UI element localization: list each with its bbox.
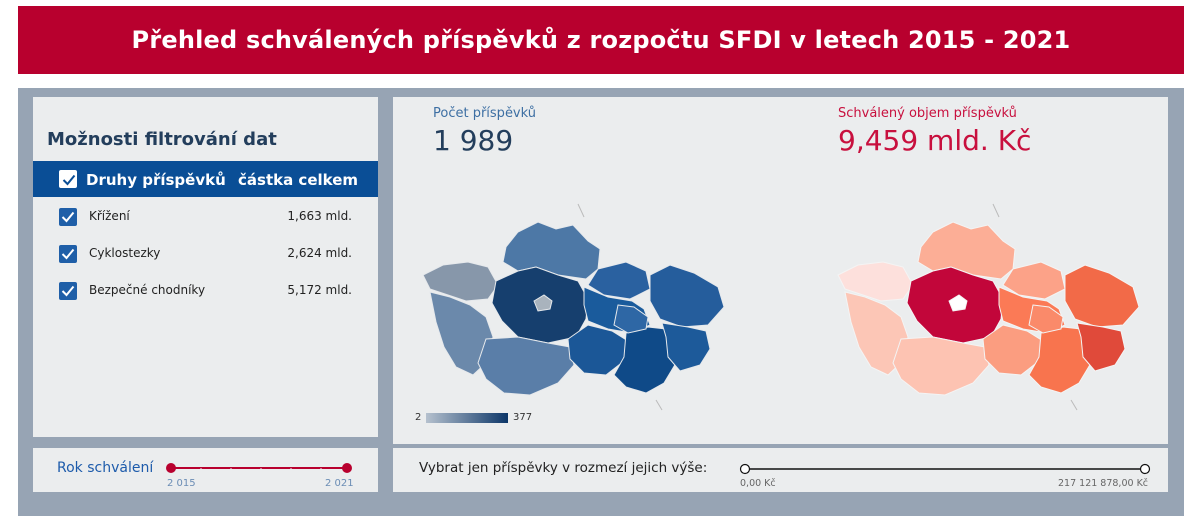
region-jihocesky[interactable] [892, 336, 990, 396]
check-icon [61, 285, 75, 297]
region-jihomoravsky[interactable] [1028, 326, 1096, 394]
cyklostezky-checkbox[interactable] [59, 245, 77, 263]
count-value: 1 989 [433, 124, 514, 157]
amount-slider-max-handle[interactable] [1139, 463, 1151, 475]
region-moravskoslezsky[interactable] [649, 264, 725, 328]
amount-slider-min-handle[interactable] [739, 463, 751, 475]
volume-map [837, 203, 1140, 411]
filter-item-label: Bezpečné chodníky [89, 283, 206, 297]
header-total-amount: částka celkem [238, 171, 359, 189]
region-olomoucky[interactable] [1028, 304, 1064, 334]
filter-item-krizeni[interactable]: Křížení 1,663 mld. [33, 205, 378, 229]
filter-item-amount: 5,172 mld. [287, 283, 352, 297]
region-zlinsky[interactable] [1076, 322, 1126, 372]
header-contribution-types: Druhy příspěvků [86, 171, 226, 189]
region-zlinsky[interactable] [661, 322, 711, 372]
legend-gradient [426, 413, 508, 423]
filter-item-amount: 2,624 mld. [287, 246, 352, 260]
amount-range-panel: Vybrat jen příspěvky v rozmezí jejich vý… [393, 448, 1168, 492]
count-map [422, 203, 725, 411]
region-praha[interactable] [533, 294, 553, 312]
year-slider-start-handle[interactable] [166, 463, 176, 473]
filter-panel: Možnosti filtrování dat Druhy příspěvků … [33, 97, 378, 437]
volume-label: Schválený objem příspěvků [838, 106, 1017, 121]
filter-item-chodniky[interactable]: Bezpečné chodníky 5,172 mld. [33, 279, 378, 303]
amount-min-label: 0,00 Kč [740, 478, 776, 489]
region-karlovarsky[interactable] [837, 261, 914, 302]
amount-range-slider[interactable] [739, 462, 1159, 476]
amount-range-label: Vybrat jen příspěvky v rozmezí jejich vý… [419, 460, 708, 476]
region-liberecky[interactable] [917, 221, 1016, 280]
region-jihocesky[interactable] [477, 336, 575, 396]
map-border-line [992, 203, 1000, 218]
volume-value: 9,459 mld. Kč [838, 124, 1032, 157]
filter-item-label: Cyklostezky [89, 246, 161, 260]
region-olomoucky[interactable] [613, 304, 649, 334]
year-slider-end-handle[interactable] [342, 463, 352, 473]
region-moravskoslezsky[interactable] [1064, 264, 1140, 328]
check-icon [61, 211, 75, 223]
count-label: Počet příspěvků [433, 106, 536, 121]
year-filter-label: Rok schválení [57, 460, 154, 476]
legend-max: 377 [513, 412, 533, 423]
krizeni-checkbox[interactable] [59, 208, 77, 226]
dashboard: Možnosti filtrování dat Druhy příspěvků … [18, 88, 1184, 516]
year-filter-panel: Rok schválení 2 015 2 021 [33, 448, 378, 492]
chodniky-checkbox[interactable] [59, 282, 77, 300]
region-karlovarsky[interactable] [422, 261, 499, 302]
map-border-line [655, 399, 663, 411]
region-praha[interactable] [948, 294, 968, 312]
filter-item-amount: 1,663 mld. [287, 209, 352, 223]
year-start-label: 2 015 [167, 478, 196, 489]
legend-min: 2 [415, 412, 422, 423]
region-kralovehradecky[interactable] [1002, 261, 1066, 300]
filter-item-cyklostezky[interactable]: Cyklostezky 2,624 mld. [33, 242, 378, 266]
check-icon [62, 174, 76, 186]
region-kralovehradecky[interactable] [587, 261, 651, 300]
select-all-checkbox[interactable] [59, 170, 77, 188]
map-border-line [1070, 399, 1078, 411]
check-icon [61, 248, 75, 260]
year-end-label: 2 021 [325, 478, 354, 489]
filter-title: Možnosti filtrování dat [47, 129, 277, 150]
region-jihomoravsky[interactable] [613, 326, 681, 394]
filter-table-header: Druhy příspěvků částka celkem [33, 161, 378, 197]
region-liberecky[interactable] [502, 221, 601, 280]
map-border-line [577, 203, 585, 218]
amount-max-label: 217 121 878,00 Kč [1058, 478, 1149, 489]
year-slider[interactable] [165, 460, 355, 476]
map-panel: Počet příspěvků 1 989 Schválený objem př… [393, 97, 1168, 444]
filter-item-label: Křížení [89, 209, 130, 223]
page-title: Přehled schválených příspěvků z rozpočtu… [18, 6, 1184, 74]
